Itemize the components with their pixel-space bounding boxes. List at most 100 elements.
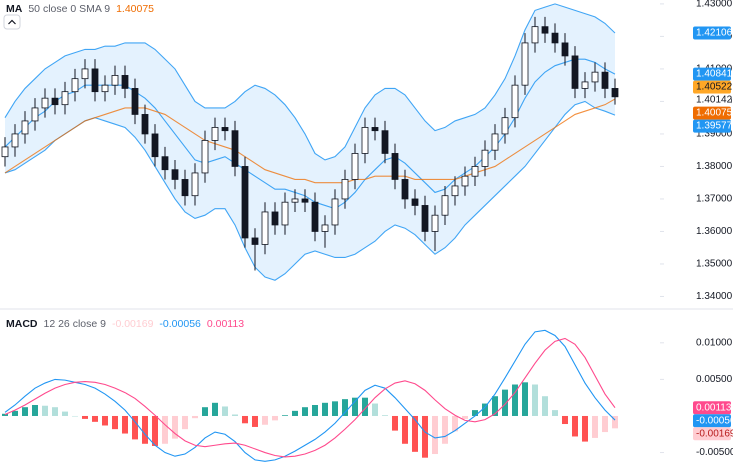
price-tag (693, 427, 731, 441)
legend-value: 1.40075 (116, 3, 154, 15)
price-tag (693, 93, 731, 107)
candle-body (81, 68, 89, 80)
candle-body (251, 237, 259, 245)
y-tick-label: 0.01000 (696, 337, 733, 348)
y-tick-label: 1.37000 (696, 194, 733, 205)
candle-body (381, 130, 389, 154)
price-tag-label: 1.40522 (696, 82, 733, 93)
legend-params: 12 26 close 9 (44, 318, 107, 330)
price-tag-label: -0.00169 (696, 428, 733, 439)
candle-body (91, 68, 99, 93)
histogram-bar (292, 410, 298, 416)
legend-value: 0.00113 (207, 318, 244, 330)
candle-body (371, 127, 379, 132)
histogram-bar (612, 415, 618, 429)
collapse-chevron[interactable] (8, 19, 16, 25)
histogram-bar (482, 403, 488, 416)
candle-body (201, 140, 209, 174)
y-tick-label: 1.36000 (696, 226, 733, 237)
candle-body (61, 91, 69, 106)
price-tag (693, 80, 731, 94)
candle-body (21, 120, 29, 135)
y-tick-label: 1.38000 (696, 161, 733, 172)
candle-body (301, 198, 309, 203)
histogram-bar (472, 410, 478, 416)
histogram-bar (192, 415, 198, 419)
candle-body (431, 214, 439, 232)
price-tag-label: 1.42106 (696, 28, 733, 39)
histogram-bar (432, 415, 438, 455)
candle-body (261, 211, 269, 245)
candle-body (501, 117, 509, 135)
y-tick-label: 1.43000 (696, 0, 733, 10)
candle-body (191, 172, 199, 197)
candle-body (401, 179, 409, 200)
histogram-bar (242, 415, 248, 424)
histogram-bar (502, 389, 508, 416)
candle-body (521, 42, 529, 86)
histogram-bar (282, 415, 288, 416)
histogram-bar (592, 415, 598, 438)
histogram-bar (602, 415, 608, 433)
band-fill (5, 3, 615, 281)
candle-body (561, 42, 569, 57)
candle-body (271, 211, 279, 226)
series-line (4, 100, 616, 281)
histogram-bar (352, 397, 358, 416)
candle-body (341, 179, 349, 200)
candle-body (451, 185, 459, 197)
histogram-bar (362, 397, 368, 416)
price-tag (693, 26, 731, 40)
histogram-bar (272, 415, 278, 421)
y-tick-label: -0.00500 (696, 447, 733, 458)
histogram-bar (422, 415, 428, 458)
candle-body (331, 198, 339, 226)
candle-body (581, 81, 589, 89)
candle-body (571, 55, 579, 89)
histogram-bar (52, 407, 58, 416)
candle-body (461, 175, 469, 187)
candle-body (551, 32, 559, 44)
candle-body (311, 201, 319, 232)
price-tag-label: 1.39577 (696, 121, 733, 132)
histogram-bar (322, 402, 328, 416)
y-tick-label: 0.00500 (696, 374, 733, 385)
histogram-bar (412, 415, 418, 452)
histogram-bar (382, 415, 388, 416)
histogram-bar (12, 410, 18, 416)
histogram-bar (552, 410, 558, 416)
candle-body (601, 71, 609, 89)
histogram-bar (132, 415, 138, 440)
histogram-bar (112, 415, 118, 430)
price-tag (693, 106, 731, 120)
histogram-bar (202, 407, 208, 416)
price-tag-label: 1.40142 (696, 95, 733, 106)
legend-title: MA (6, 3, 23, 15)
histogram-bar (312, 405, 318, 416)
candle-body (351, 153, 359, 180)
y-tick-label: 1.39000 (696, 129, 733, 140)
histogram-bar (2, 413, 8, 416)
histogram-bar (72, 415, 78, 417)
histogram-bar (252, 415, 258, 427)
y-tick-label: 1.34000 (696, 291, 733, 302)
price-tag-label: 1.40841 (696, 69, 733, 80)
price-tag-label: 0.00113 (696, 402, 732, 413)
histogram-bar (142, 415, 148, 444)
histogram-bar (102, 415, 108, 426)
histogram-bar (342, 399, 348, 416)
collapse-button[interactable] (3, 14, 21, 30)
candle-body (531, 26, 539, 44)
candle-body (391, 153, 399, 180)
histogram-bar (22, 407, 28, 416)
histogram-bar (42, 405, 48, 416)
candle-body (471, 166, 479, 177)
series-line (4, 329, 616, 462)
collapse-box[interactable] (3, 14, 21, 30)
price-tag (693, 414, 731, 428)
candle-body (241, 166, 249, 239)
candle-body (171, 169, 179, 180)
histogram-bar (222, 406, 228, 416)
candle-body (361, 127, 369, 154)
